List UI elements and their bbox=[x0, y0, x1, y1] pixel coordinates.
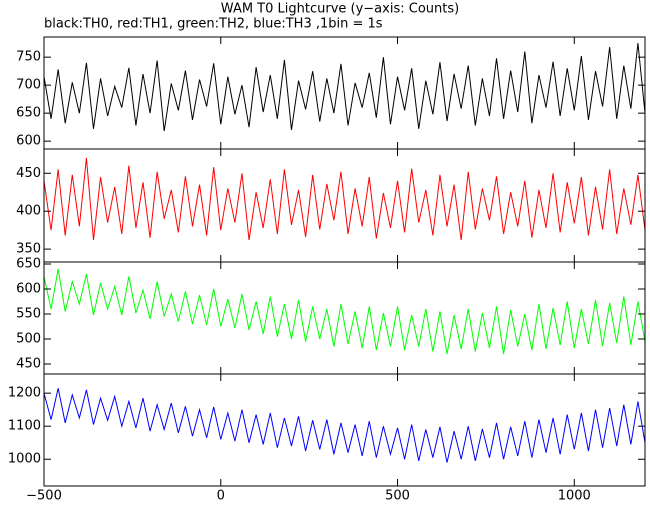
y-tick-label: 600 bbox=[16, 282, 41, 297]
x-tick-label: 500 bbox=[385, 489, 410, 504]
y-tick-label: 650 bbox=[16, 257, 41, 272]
y-tick-label: 750 bbox=[16, 50, 41, 65]
light-curve bbox=[43, 268, 646, 355]
panel-frame bbox=[43, 373, 646, 487]
y-tick-label: 700 bbox=[16, 78, 41, 93]
y-tick-label: 550 bbox=[16, 307, 41, 322]
chart-title: WAM T0 Lightcurve (y−axis: Counts) bbox=[221, 2, 459, 17]
light-curve bbox=[43, 158, 646, 241]
y-tick-label: 1100 bbox=[8, 419, 41, 434]
light-curve bbox=[43, 43, 646, 132]
x-tick-label: 1000 bbox=[558, 489, 591, 504]
y-tick-label: 1000 bbox=[8, 452, 41, 467]
x-tick-label: −500 bbox=[26, 489, 62, 504]
y-tick-label: 650 bbox=[16, 106, 41, 121]
y-tick-label: 500 bbox=[16, 332, 41, 347]
light-curve bbox=[43, 388, 646, 463]
chart-subtitle: black:TH0, red:TH1, green:TH2, blue:TH3 … bbox=[44, 17, 383, 32]
x-tick-label: 0 bbox=[217, 489, 225, 504]
y-tick-label: 400 bbox=[16, 204, 41, 219]
y-tick-label: 600 bbox=[16, 134, 41, 149]
y-tick-label: 450 bbox=[16, 166, 41, 181]
y-tick-label: 1200 bbox=[8, 386, 41, 401]
y-tick-label: 450 bbox=[16, 357, 41, 372]
y-tick-label: 350 bbox=[16, 242, 41, 257]
